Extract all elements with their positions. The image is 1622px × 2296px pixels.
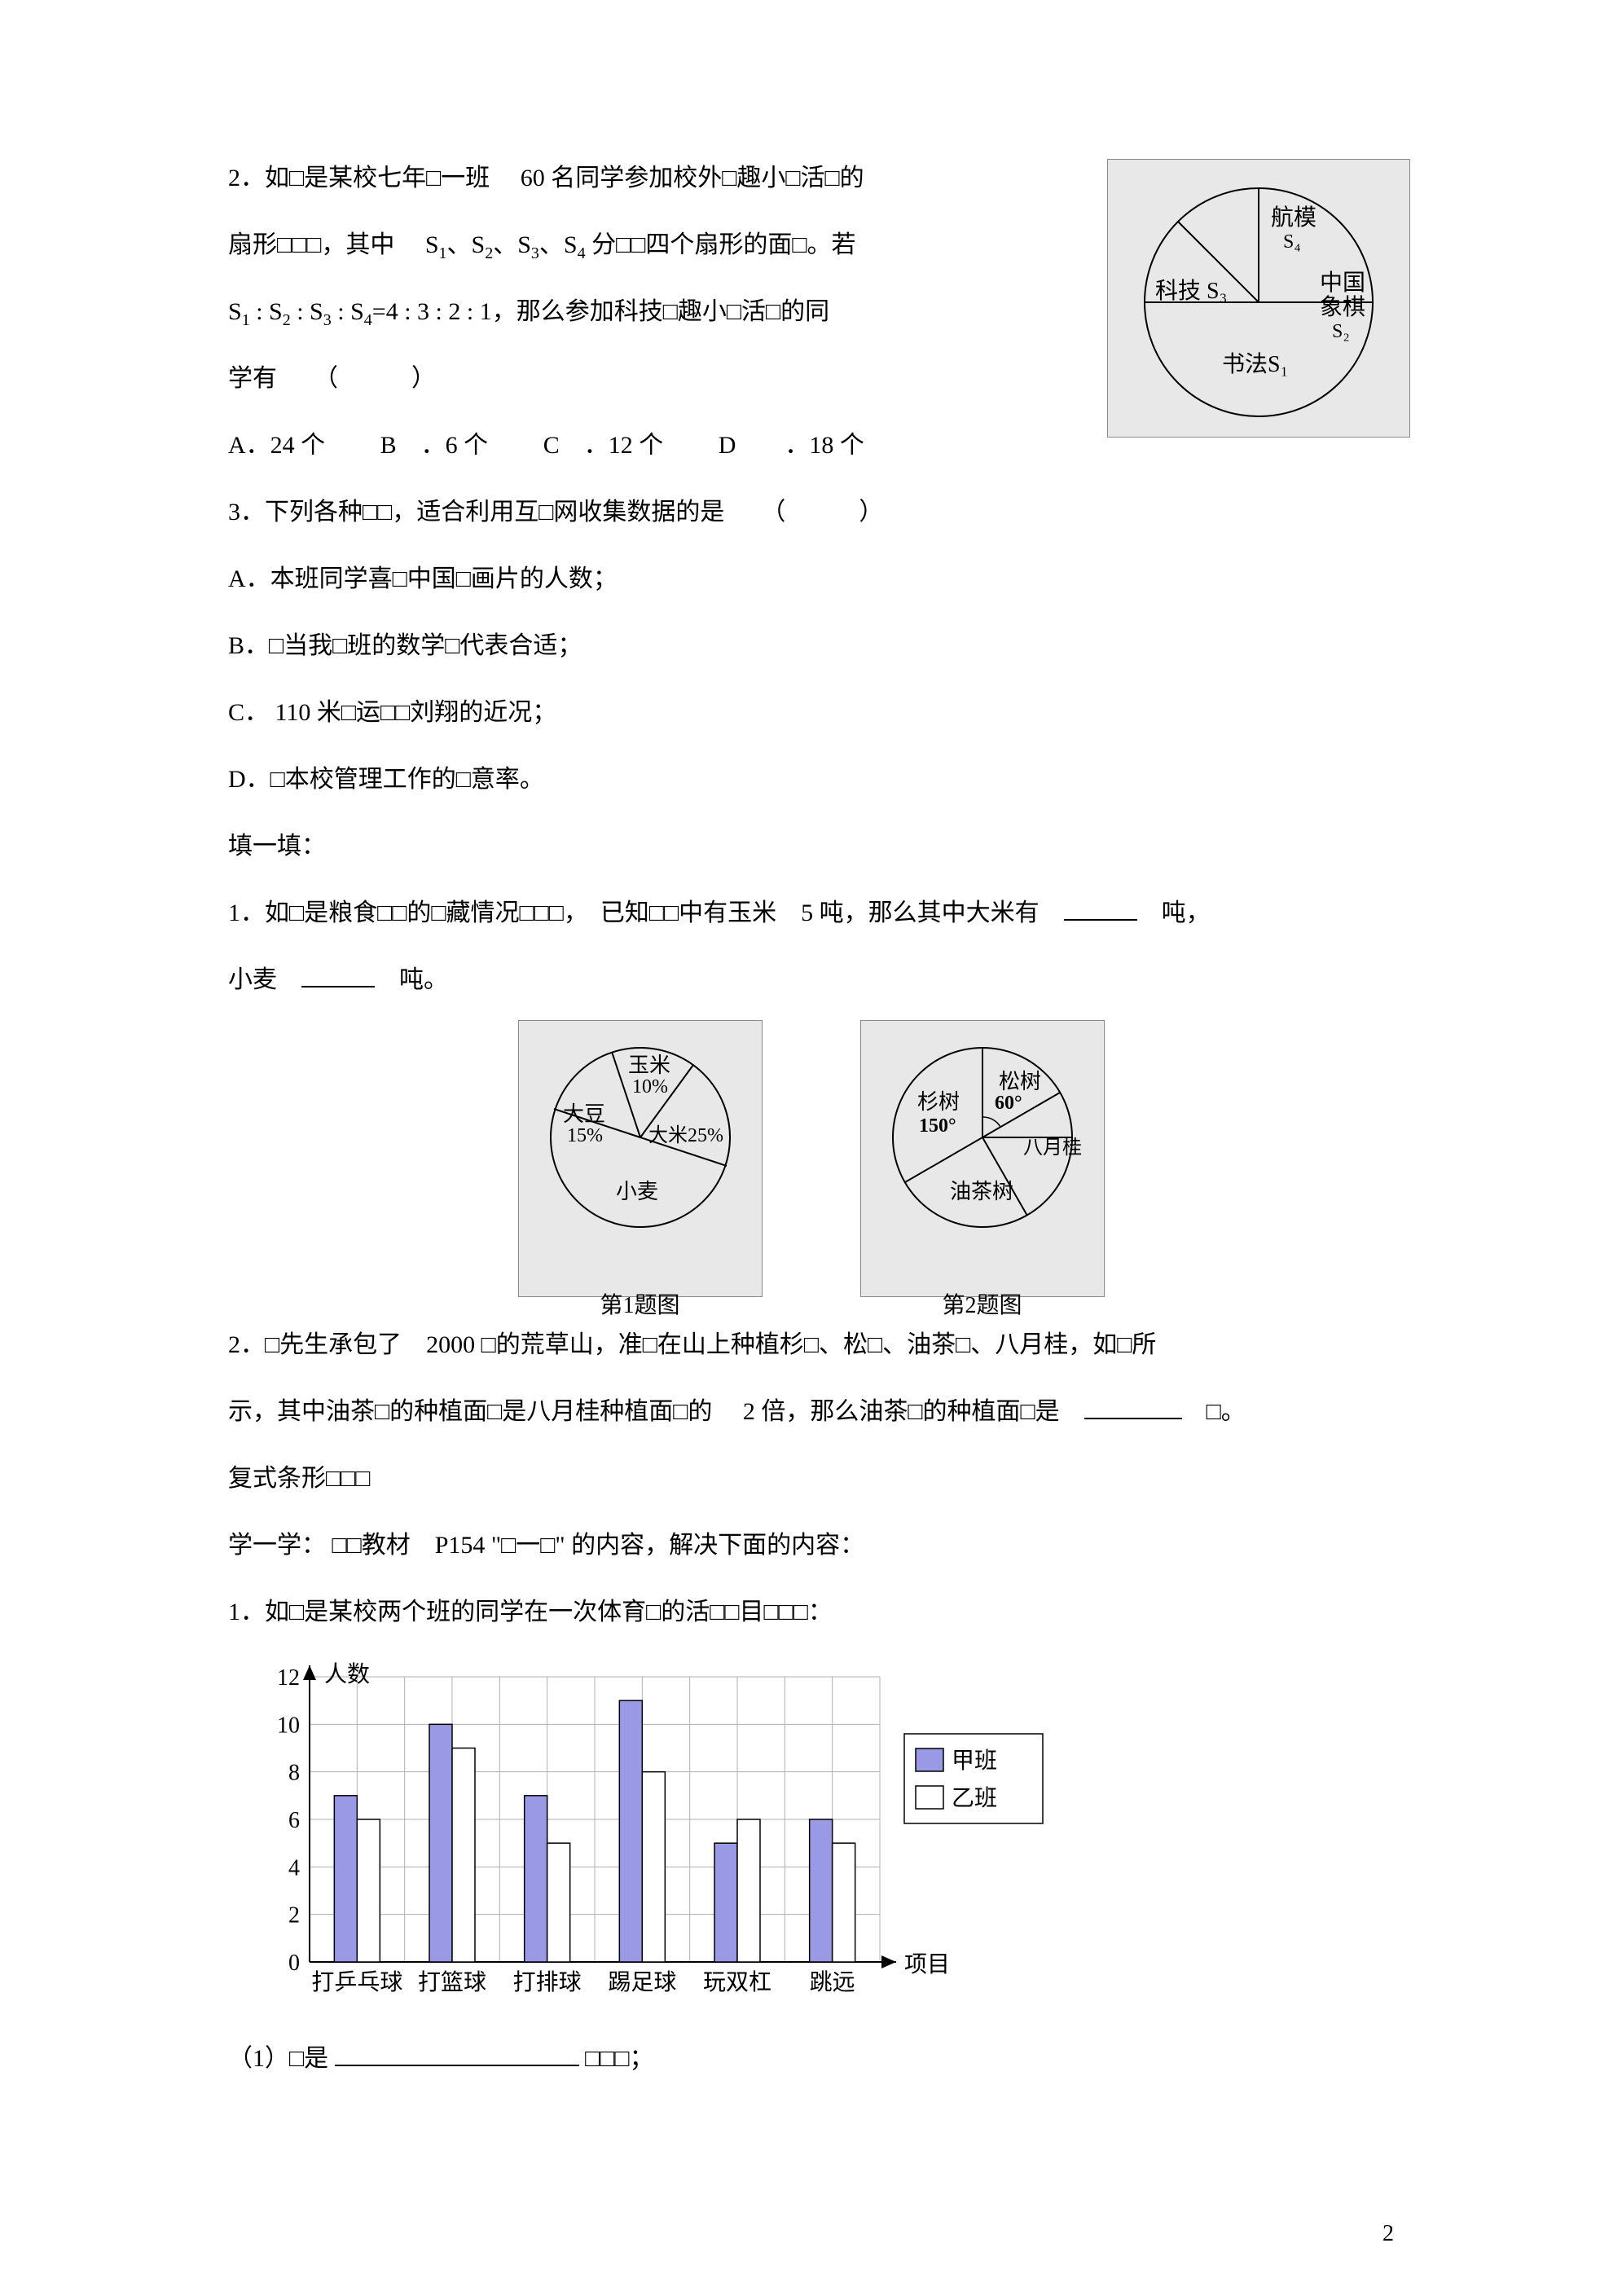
q2-line1: 如□是某校七年□一班 60 名同学参加校外□趣小□活□的 [265,165,864,191]
q2-pie-svg: 航模 S₄ 中国 象棋 S₂ 科技 S₃ 书法S₁ [1108,160,1409,437]
svg-text:12: 12 [277,1665,300,1691]
q2-line3b2: : S [291,298,323,325]
pie2-bayue: 八月桂 [1023,1137,1082,1159]
svg-text:玩双杠: 玩双杠 [703,1969,771,1995]
f1-blank1[interactable] [1064,895,1137,921]
pie-label-s2c: S₂ [1332,321,1350,342]
pie-label-s2a: 中国 [1320,270,1365,296]
q3-optB: B．□当我□班的数学□代表合适； [228,614,1394,678]
pie-label-s3: 科技 S₃ [1155,278,1227,304]
q3-optA: A．本班同学喜□中国□画片的人数； [228,548,1394,611]
pie1-corn-pct: 10% [632,1076,668,1097]
question-2: 2．如□是某校七年□一班 60 名同学参加校外□趣小□活□的 扇形□□□，其中 … [228,147,1018,477]
pie-label-s1: 书法S₁ [1222,351,1288,377]
f1-textb: 吨， [1137,899,1211,926]
q2-line2b3: 、S [539,231,578,258]
svg-text:踢足球: 踢足球 [608,1969,676,1995]
f1-texta: 如□是粮食□□的□藏情况□□□， 已知□□中有玉米 5 吨，那么其中大米有 [265,899,1064,926]
pie2-box: 杉树 150° 松树 60° 八月桂 油茶树 第2题图 [860,1020,1105,1297]
q3-stem: 下列各种□□，适合利用互□网收集数据的是 （ ） [265,499,883,526]
pie1-wheat: 小麦 [616,1180,658,1203]
bar-chart-svg: 0 2 4 6 8 10 12 人数项目打乒乓球打篮球 打排球踢足球 玩双杠 跳远 甲班乙班 [244,1652,1059,2011]
pie2-shan-deg: 150° [919,1115,956,1137]
f1-blank2[interactable] [301,961,375,987]
pie1-corn: 玉米 [628,1053,670,1077]
pie1-bean: 大豆 [563,1102,605,1126]
svg-text:10: 10 [277,1713,300,1738]
page: 航模 S₄ 中国 象棋 S₂ 科技 S₃ 书法S₁ 2．如□是某校七年□一班 6… [0,0,1622,2296]
f2-line2b: □。 [1182,1398,1246,1425]
pie1-svg: 玉米 10% 大豆 15% 大米25% 小麦 [526,1027,754,1247]
q2-optB: B ．6 个 [380,432,489,459]
pie1-box: 玉米 10% 大豆 15% 大米25% 小麦 第1题图 [518,1020,763,1297]
q2-pie-figure: 航模 S₄ 中国 象棋 S₂ 科技 S₃ 书法S₁ [1107,159,1410,438]
pie-label-s4b: S₄ [1283,231,1301,253]
q3-optD: D．□本校管理工作的□意率。 [228,748,1394,812]
pie2-song-deg: 60° [995,1093,1022,1114]
svg-text:8: 8 [288,1761,300,1786]
f2-line2a: 示，其中油茶□的种植面□是八月桂种植面□的 2 倍，那么油茶□的种植面□是 [228,1398,1084,1425]
svg-text:项目: 项目 [904,1952,950,1977]
q2-optC: C ．12 个 [543,432,664,459]
q3-label: 3． [228,499,265,526]
svg-text:0: 0 [288,1951,300,1976]
q2-line4: 学有 （ ） [228,347,1018,411]
pie1-rice: 大米25% [648,1124,723,1146]
pie2-youcha: 油茶树 [950,1180,1013,1203]
q2-optA: A．24 个 [228,432,325,459]
q2-line2c: 分□□四个扇形的面□。若 [586,231,856,258]
svg-text:6: 6 [288,1808,300,1833]
q2-line2a: 扇形□□□，其中 S [228,231,439,258]
svg-text:4: 4 [288,1855,300,1880]
svg-text:打篮球: 打篮球 [418,1969,486,1995]
b1-label: 1． [228,1599,265,1625]
q2-line3b1: : S [250,298,283,325]
svg-text:跳远: 跳远 [810,1969,855,1995]
q2-line3c: =4 : 3 : 2 : 1，那么参加科技□趣小□活□的同 [372,298,829,325]
svg-text:打排球: 打排球 [513,1969,582,1995]
pie-row: 玉米 10% 大豆 15% 大米25% 小麦 第1题图 杉树 [228,1020,1394,1297]
page-number: 2 [1382,2221,1394,2247]
learn-label: 学一学： [228,1532,332,1559]
bar-chart: 0 2 4 6 8 10 12 人数项目打乒乓球打篮球 打排球踢足球 玩双杠 跳远 甲班乙班 [244,1652,1059,2011]
svg-text:乙班: 乙班 [952,1785,997,1811]
svg-text:甲班: 甲班 [952,1748,997,1774]
q2-optD: D ．18 个 [719,432,864,459]
q3-optC: C． 110 米□运□□刘翔的近况； [228,681,1394,745]
pie2-song: 松树 [999,1070,1041,1093]
q2-line3a: S [228,298,242,325]
q2-line3b3: : S [332,298,364,325]
b1-sub1b: □□□； [579,2045,654,2072]
pie-label-s2b: 象棋 [1320,294,1365,320]
f2-blank[interactable] [1084,1393,1182,1419]
section2-header: 复式条形□□□ [228,1447,1394,1511]
q2-line2b2: 、S [493,231,531,258]
b1-sub1-blank[interactable] [335,2040,579,2066]
svg-text:打乒乓球: 打乒乓球 [311,1969,402,1995]
learn-text: □□教材 P154 "□一□" 的内容，解决下面的内容： [332,1532,865,1559]
pie2-shan: 杉树 [917,1090,960,1114]
b1-sub1a: （1）□是 [228,2045,335,2072]
pie-label-s4: 航模 [1271,205,1317,231]
f2-label: 2． [228,1331,265,1358]
q2-label: 2． [228,165,265,191]
f1-line2a: 小麦 [228,966,301,993]
pie1-bean-pct: 15% [567,1125,603,1146]
f1-line2b: 吨。 [375,966,448,993]
pie2-svg: 杉树 150° 松树 60° 八月桂 油茶树 [868,1027,1097,1247]
b1-text: 如□是某校两个班的同学在一次体育□的活□□目□□□： [265,1599,833,1625]
svg-text:人数: 人数 [324,1661,370,1687]
svg-text:2: 2 [288,1903,300,1929]
fill-header: 填一填： [228,815,1394,878]
f1-label: 1． [228,899,265,926]
f2-text: □先生承包了 2000 □的荒草山，准□在山上种植杉□、松□、油茶□、八月桂，如… [265,1331,1156,1358]
q2-line2b1: 、S [447,231,486,258]
